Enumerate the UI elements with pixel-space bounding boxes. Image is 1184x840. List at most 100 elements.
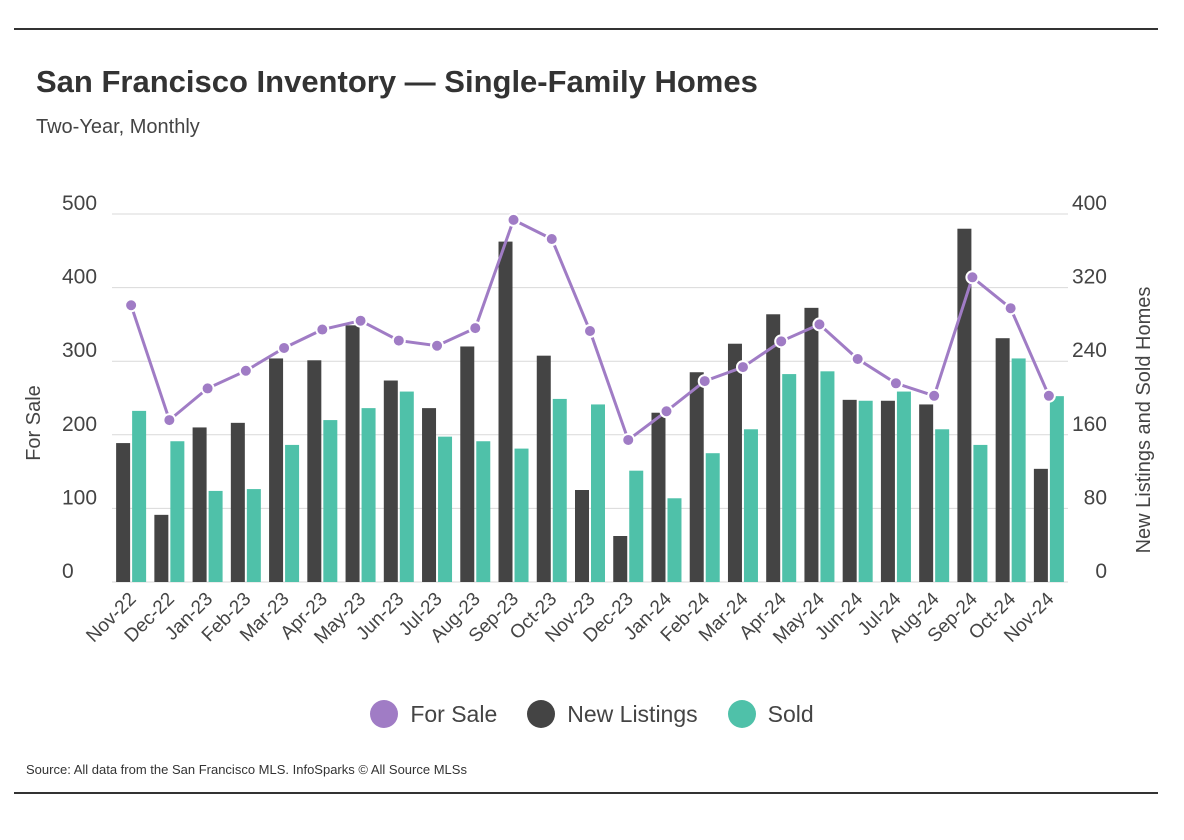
right-tick-label: 400 <box>1072 192 1107 215</box>
sold-bar <box>782 374 797 582</box>
for-sale-point <box>277 340 292 355</box>
legend-item-for-sale[interactable]: For Sale <box>370 700 497 728</box>
new-listings-bar <box>192 427 207 582</box>
sold-bar <box>667 498 682 582</box>
sold-bar <box>820 371 835 582</box>
new-listings-bar <box>536 355 551 582</box>
legend-label-for-sale: For Sale <box>410 700 498 727</box>
sold-bar <box>896 391 911 582</box>
legend-label-new-listings: New Listings <box>567 700 698 727</box>
sold-bar <box>208 490 223 582</box>
for-sale-point <box>735 360 750 375</box>
new-listings-bar <box>345 325 360 582</box>
for-sale-point <box>162 413 177 428</box>
for-sale-point <box>774 334 789 349</box>
for-sale-point <box>391 333 406 348</box>
for-sale-point <box>506 212 521 227</box>
for-sale-point <box>430 338 445 353</box>
new-listings-bar <box>154 514 169 582</box>
for-sale-point <box>315 322 330 337</box>
for-sale-swatch-icon <box>370 700 399 728</box>
new-listings-bar <box>1033 468 1048 582</box>
for-sale-point <box>850 351 865 366</box>
chart-plot: 0 100 200 300 400 500 0 80 160 240 320 400 For Sale N… <box>23 192 1155 648</box>
right-tick-label: 320 <box>1072 266 1107 289</box>
sold-bar <box>438 436 453 582</box>
sold-bar <box>552 398 567 582</box>
for-sale-point <box>124 298 139 313</box>
sold-bar <box>323 420 338 582</box>
sold-bar <box>132 410 147 582</box>
for-sale-point <box>927 388 942 403</box>
new-listings-bar <box>613 536 628 582</box>
right-tick-label: 0 <box>1095 560 1107 583</box>
sold-bar <box>705 453 720 582</box>
new-listings-bar <box>116 443 131 582</box>
for-sale-point <box>1003 301 1018 316</box>
sold-bar <box>514 448 529 582</box>
for-sale-point <box>238 363 253 378</box>
new-listings-bar <box>422 408 437 582</box>
for-sale-point <box>1041 388 1056 403</box>
sold-bar <box>476 441 491 582</box>
right-tick-label: 80 <box>1084 486 1107 509</box>
legend-item-sold[interactable]: Sold <box>727 700 814 728</box>
for-sale-point <box>583 324 597 339</box>
for-sale-point <box>697 374 712 389</box>
new-listings-bar <box>919 404 934 582</box>
new-listings-bar <box>269 358 284 582</box>
left-tick-label: 400 <box>62 266 97 289</box>
chart-subtitle: Two-Year, Monthly <box>36 116 200 138</box>
for-sale-point <box>659 404 674 419</box>
sold-bar <box>858 400 873 582</box>
new-listings-bar <box>689 372 704 582</box>
new-listings-bar <box>727 343 742 582</box>
chart-title: San Francisco Inventory — Single-Family … <box>36 64 758 99</box>
new-listings-bar <box>498 241 513 582</box>
new-listings-bar <box>995 338 1010 582</box>
new-listings-bar <box>766 314 781 582</box>
right-axis-title: New Listings and Sold Homes <box>1133 287 1155 554</box>
sold-bar <box>361 408 376 582</box>
right-tick-label: 240 <box>1072 339 1107 362</box>
for-sale-point <box>200 381 215 396</box>
sold-bar <box>973 444 988 582</box>
sold-bar <box>246 489 261 582</box>
bottom-rule <box>14 792 1158 794</box>
sold-bar <box>285 444 300 582</box>
left-axis-title: For Sale <box>23 385 45 461</box>
for-sale-point <box>965 270 980 285</box>
for-sale-point <box>353 313 368 328</box>
new-listings-bar <box>575 490 589 582</box>
sold-bar <box>1049 396 1064 582</box>
new-listings-swatch-icon <box>527 700 556 728</box>
for-sale-point <box>888 376 903 391</box>
left-tick-label: 200 <box>62 413 97 436</box>
new-listings-bar <box>383 380 398 582</box>
top-rule <box>14 28 1158 30</box>
new-listings-bar <box>651 412 666 582</box>
left-tick-label: 0 <box>62 560 74 583</box>
for-sale-point <box>812 317 827 332</box>
source-note: Source: All data from the San Francisco … <box>26 762 467 777</box>
for-sale-point <box>621 432 636 447</box>
sold-bar <box>1011 358 1026 582</box>
new-listings-bar <box>880 400 895 582</box>
left-tick-label: 300 <box>62 339 97 362</box>
sold-bar <box>629 470 644 582</box>
new-listings-bar <box>230 422 245 582</box>
sold-bar <box>399 391 414 582</box>
sold-swatch-icon <box>727 700 756 728</box>
new-listings-bar <box>842 399 857 582</box>
legend-label-sold: Sold <box>767 700 814 727</box>
sold-bar <box>935 429 950 582</box>
chart-legend: For Sale New Listings Sold <box>0 700 1184 728</box>
right-tick-label: 160 <box>1072 413 1107 436</box>
left-tick-label: 500 <box>62 192 97 215</box>
sold-bar <box>743 429 758 582</box>
legend-item-new-listings[interactable]: New Listings <box>527 700 698 728</box>
left-tick-label: 100 <box>62 486 97 509</box>
new-listings-bar <box>307 360 322 582</box>
new-listings-bar <box>460 346 475 582</box>
for-sale-point <box>468 321 483 336</box>
